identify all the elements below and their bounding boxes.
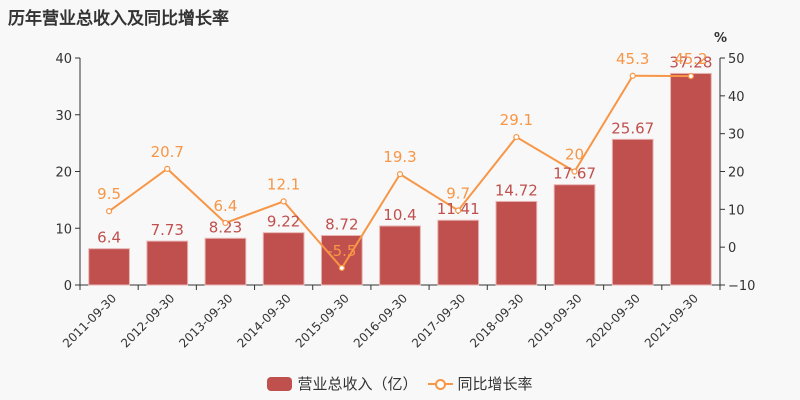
x-axis-label: 2020-09-30 [584, 291, 643, 350]
bar[interactable] [670, 72, 712, 286]
left-axis-label: 20 [55, 166, 72, 181]
growth-value-label: 20.7 [151, 143, 184, 161]
x-axis-label: 2014-09-30 [235, 291, 294, 350]
growth-value-label: 45.2 [674, 50, 707, 68]
growth-value-label: 12.1 [267, 175, 300, 193]
bar[interactable] [437, 219, 480, 286]
growth-value-label: 9.5 [97, 185, 121, 203]
legend-label-revenue: 营业总收入（亿） [297, 375, 418, 393]
growth-value-label: 20 [565, 146, 584, 164]
growth-point[interactable] [280, 198, 287, 205]
right-axis-label: 50 [728, 52, 745, 67]
growth-point[interactable] [338, 264, 345, 272]
right-axis-unit: % [714, 31, 727, 46]
growth-point[interactable] [455, 207, 462, 214]
x-axis-label: 2012-09-30 [118, 291, 177, 350]
growth-point[interactable] [164, 165, 171, 172]
right-axis-label: 20 [728, 166, 745, 181]
growth-value-label: 19.3 [383, 148, 416, 166]
x-axis-label: 2015-09-30 [293, 291, 352, 350]
bar[interactable] [204, 237, 247, 286]
bar[interactable] [553, 184, 596, 286]
left-axis-label: 0 [64, 279, 72, 294]
x-axis-label: 2017-09-30 [409, 291, 468, 350]
line-marker-icon [427, 377, 453, 391]
legend-item-growth[interactable]: 同比增长率 [427, 373, 533, 394]
growth-point[interactable] [687, 73, 695, 80]
x-axis-label: 2011-09-30 [60, 291, 119, 350]
bar-value-label: 14.72 [495, 181, 538, 199]
right-axis-label: 30 [728, 128, 745, 143]
bar[interactable] [262, 232, 305, 286]
x-axis-label: 2019-09-30 [525, 291, 584, 350]
chart-title: 历年营业总收入及同比增长率 [8, 9, 229, 29]
x-axis-label: 2013-09-30 [176, 291, 235, 350]
x-axis-label: 2021-09-30 [642, 291, 701, 350]
growth-point[interactable] [105, 208, 113, 215]
growth-value-label: 29.1 [500, 111, 533, 129]
growth-point[interactable] [396, 171, 404, 178]
bar-value-label: 25.67 [611, 119, 654, 137]
growth-value-label: 6.4 [214, 197, 238, 215]
bar[interactable] [320, 235, 363, 286]
bar-value-label: 10.4 [383, 206, 416, 224]
right-axis-label: 10 [728, 203, 745, 218]
bar-swatch-icon [267, 376, 293, 391]
x-axis-label: 2018-09-30 [467, 291, 526, 350]
right-axis-label: 0 [728, 241, 736, 256]
bar[interactable] [495, 200, 538, 286]
bar-value-label: 37.28 [669, 53, 712, 71]
x-axis-label: 2016-09-30 [351, 291, 410, 350]
bar[interactable] [146, 240, 189, 286]
legend: 营业总收入（亿） 同比增长率 [0, 373, 800, 394]
growth-point[interactable] [222, 219, 229, 227]
right-axis-label: −10 [728, 279, 755, 294]
bar[interactable] [611, 138, 654, 286]
growth-point[interactable] [629, 72, 636, 79]
bar-value-label: 7.73 [151, 221, 184, 239]
bar-value-label: 8.72 [325, 216, 358, 234]
growth-value-label: 45.3 [616, 50, 649, 68]
growth-value-label: 9.7 [446, 184, 470, 202]
bar[interactable] [88, 248, 130, 286]
growth-point[interactable] [571, 168, 578, 175]
right-axis-label: 40 [728, 90, 745, 105]
left-axis-label: 30 [55, 109, 72, 124]
bar-value-label: 6.4 [97, 229, 121, 247]
left-axis-label: 10 [55, 222, 72, 237]
bar-value-label: 8.23 [209, 218, 242, 236]
growth-point[interactable] [513, 133, 520, 141]
bar-value-label: 9.22 [267, 213, 300, 231]
bar[interactable] [379, 225, 421, 286]
legend-label-growth: 同比增长率 [457, 375, 533, 393]
legend-item-revenue[interactable]: 营业总收入（亿） [267, 373, 418, 394]
left-axis-label: 40 [55, 52, 72, 67]
growth-value-label: -5.5 [327, 242, 356, 260]
